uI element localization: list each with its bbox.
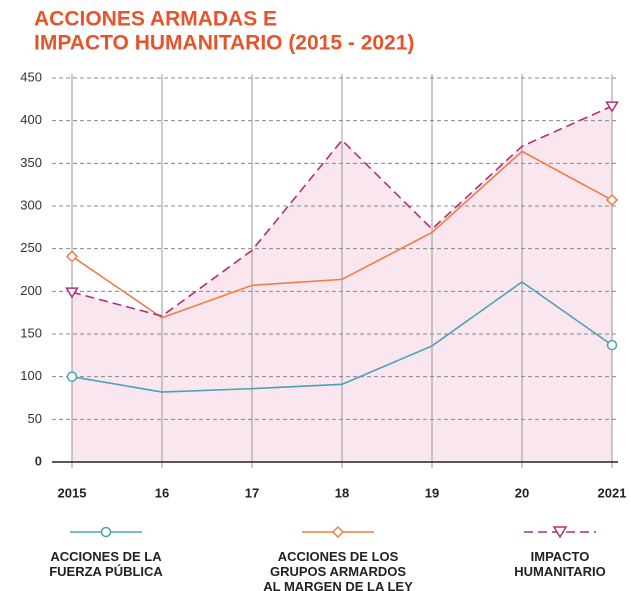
x-tick-label: 20 [515, 485, 529, 500]
point [65, 250, 79, 263]
legend-label: ACCIONES DE LOS GRUPOS ARMARDOS AL MARGE… [263, 549, 413, 591]
x-tick-label: 17 [245, 485, 259, 500]
y-tick-label: 150 [20, 325, 42, 340]
x-tick-label: 19 [425, 485, 439, 500]
x-tick-label: 2021 [598, 485, 627, 500]
legend-label: IMPACTO HUMANITARIO [514, 549, 606, 579]
y-tick-label: 200 [20, 283, 42, 298]
legend-label: ACCIONES DE LA FUERZA PÚBLICA [49, 549, 163, 579]
chart-title: ACCIONES ARMADAS E [34, 8, 277, 31]
x-tick-label: 2015 [58, 485, 87, 500]
y-tick-label: 350 [20, 155, 42, 170]
x-tick-label: 16 [155, 485, 169, 500]
legend-marker [100, 526, 112, 538]
point [606, 339, 618, 351]
point [66, 371, 78, 382]
line [71, 105, 613, 317]
y-tick-label: 450 [20, 69, 42, 84]
point [605, 193, 619, 207]
point [65, 287, 79, 299]
line [71, 150, 613, 319]
legend-marker [331, 525, 345, 539]
y-tick-label: 300 [20, 197, 42, 212]
y-tick-label: 100 [20, 368, 42, 383]
line [71, 280, 613, 393]
y-tick-label: 400 [20, 112, 42, 127]
y-tick-label: 50 [28, 411, 42, 426]
chart-title: IMPACTO HUMANITARIO (2015 - 2021) [34, 32, 414, 55]
point [605, 101, 619, 113]
y-tick-label: 250 [20, 240, 42, 255]
x-tick-label: 18 [335, 485, 349, 500]
legend-marker [552, 526, 568, 539]
y-tick-label: 0 [35, 453, 42, 468]
